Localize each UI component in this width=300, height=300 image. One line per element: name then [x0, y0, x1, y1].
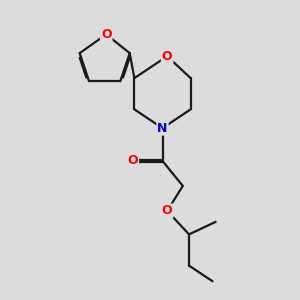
Text: N: N	[157, 122, 168, 135]
Text: O: O	[128, 154, 138, 167]
Text: O: O	[162, 50, 172, 63]
Text: O: O	[162, 204, 172, 218]
Text: O: O	[101, 28, 112, 41]
